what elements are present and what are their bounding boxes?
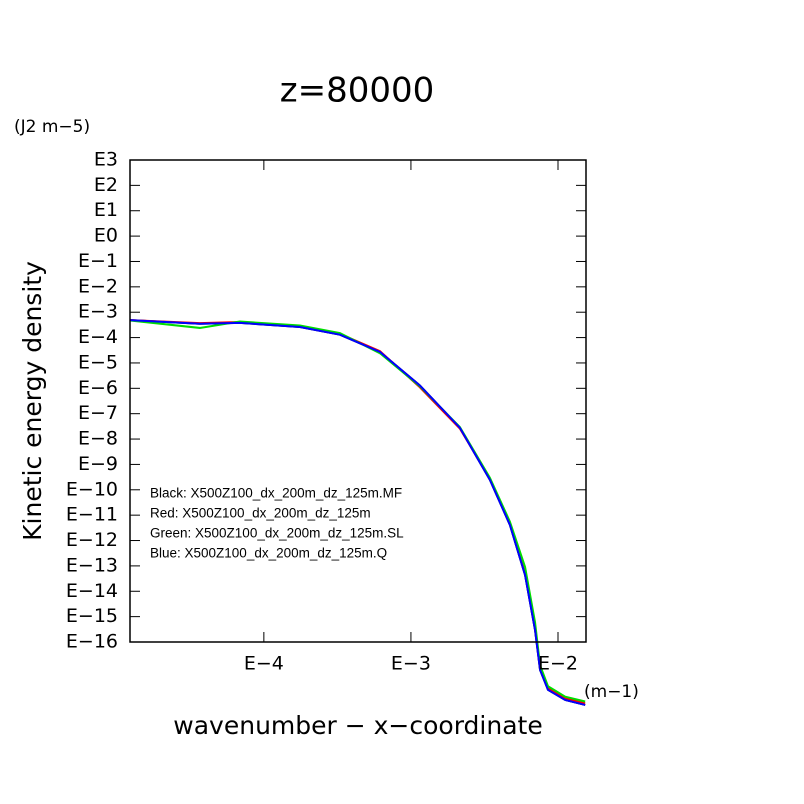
y-tick-label: E−3 [78, 301, 118, 323]
legend-entry: Black: X500Z100_dx_200m_dz_125m.MF [150, 486, 402, 501]
y-tick-label: E−10 [66, 478, 118, 500]
y-tick-label: E−4 [78, 326, 118, 348]
y-tick-label: E−11 [66, 504, 118, 526]
y-tick-label: E−1 [78, 250, 118, 272]
y-tick-label: E−16 [66, 631, 118, 653]
x-tick-label: E−2 [538, 653, 578, 675]
y-tick-label: E−7 [78, 402, 118, 424]
y-tick-label: E3 [94, 149, 118, 171]
legend-entry: Green: X500Z100_dx_200m_dz_125m.SL [150, 526, 404, 541]
x-tick-label: E−4 [244, 653, 284, 675]
y-tick-label: E2 [94, 174, 118, 196]
y-tick-label: E−9 [78, 453, 118, 475]
y-tick-label: E−5 [78, 351, 118, 373]
x-tick-label: E−3 [391, 653, 431, 675]
legend-entry: Blue: X500Z100_dx_200m_dz_125m.Q [150, 546, 387, 561]
y-axis-label: Kinetic energy density [18, 261, 47, 541]
y-tick-label: E−13 [66, 554, 118, 576]
y-tick-label: E−8 [78, 428, 118, 450]
y-tick-label: E1 [94, 199, 118, 221]
plot-frame [129, 159, 587, 643]
x-axis-label: wavenumber − x−coordinate [173, 711, 542, 740]
legend-entry: Red: X500Z100_dx_200m_dz_125m [150, 506, 371, 521]
x-unit: (m−1) [584, 682, 639, 702]
y-tick-label: E−6 [78, 377, 118, 399]
plot-area [129, 319, 586, 706]
chart-title: z=80000 [280, 71, 435, 111]
y-unit: (J2 m−5) [14, 117, 90, 137]
y-tick-label: E−2 [78, 275, 118, 297]
y-tick-label: E−12 [66, 529, 118, 551]
y-tick-label: E−14 [66, 580, 118, 602]
series-line [129, 319, 586, 706]
y-tick-label: E0 [94, 225, 118, 247]
y-tick-label: E−15 [66, 605, 118, 627]
